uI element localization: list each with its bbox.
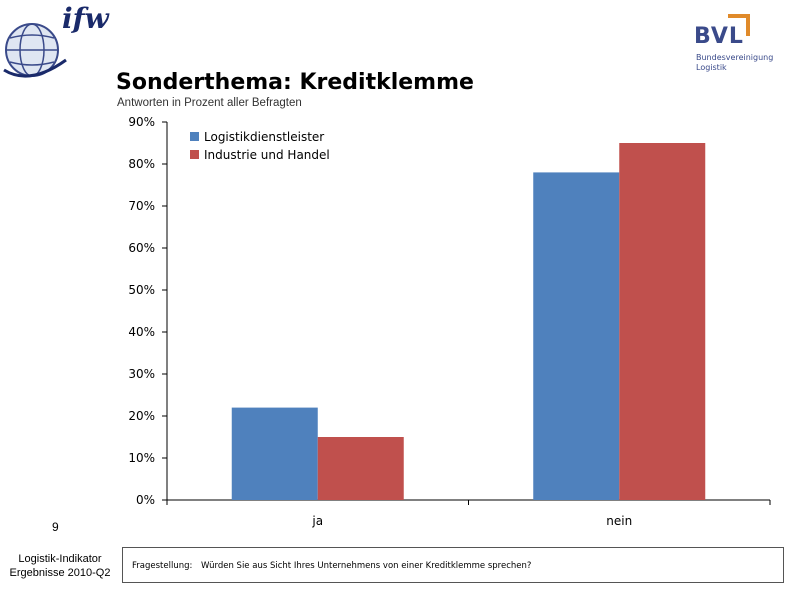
legend-swatch-1 <box>190 132 199 141</box>
y-tick-label: 20% <box>128 409 155 423</box>
bar-1-nein <box>533 172 620 500</box>
x-tick-label: ja <box>311 514 323 528</box>
chart-legend: Logistikdienstleister Industrie und Hande… <box>190 130 330 162</box>
ifw-logo: ifw <box>3 2 110 78</box>
footer-report-label: Logistik-Indikator Ergebnisse 2010-Q2 <box>8 552 112 580</box>
legend-label-1: Logistikdienstleister <box>204 130 324 144</box>
y-tick-label: 0% <box>136 493 155 507</box>
bvl-logo-subtitle: Bundesvereinigung Logistik <box>696 53 774 72</box>
x-tick-label: nein <box>606 514 632 528</box>
y-tick-label: 10% <box>128 451 155 465</box>
bvl-logo-mark <box>728 14 750 36</box>
legend-swatch-2 <box>190 150 199 159</box>
page-subtitle: Antworten in Prozent aller Befragten <box>117 97 302 109</box>
y-tick-label: 50% <box>128 283 155 297</box>
bvl-logo-text: BVL <box>694 24 744 49</box>
question-label: Fragestellung: <box>132 561 193 571</box>
y-tick-label: 70% <box>128 199 155 213</box>
y-tick-label: 80% <box>128 157 155 171</box>
bar-2-ja <box>317 437 404 500</box>
y-tick-label: 40% <box>128 325 155 339</box>
chart-bars <box>231 143 706 500</box>
page-title: Sonderthema: Kreditklemme <box>116 70 474 95</box>
question-box: Fragestellung: Würden Sie aus Sicht Ihre… <box>122 547 784 583</box>
y-tick-label: 60% <box>128 241 155 255</box>
page-number: 9 <box>52 520 59 534</box>
y-tick-label: 90% <box>128 115 155 129</box>
footer-line-2: Ergebnisse 2010-Q2 <box>9 567 111 579</box>
footer-line-1: Logistik-Indikator <box>18 553 102 565</box>
question-text: Würden Sie aus Sicht Ihres Unternehmens … <box>201 561 532 571</box>
globe-icon <box>3 23 67 78</box>
legend-label-2: Industrie und Handel <box>204 148 330 162</box>
bar-2-nein <box>619 143 706 500</box>
bar-1-ja <box>231 407 318 500</box>
y-tick-label: 30% <box>128 367 155 381</box>
ifw-logo-text: ifw <box>62 2 110 35</box>
